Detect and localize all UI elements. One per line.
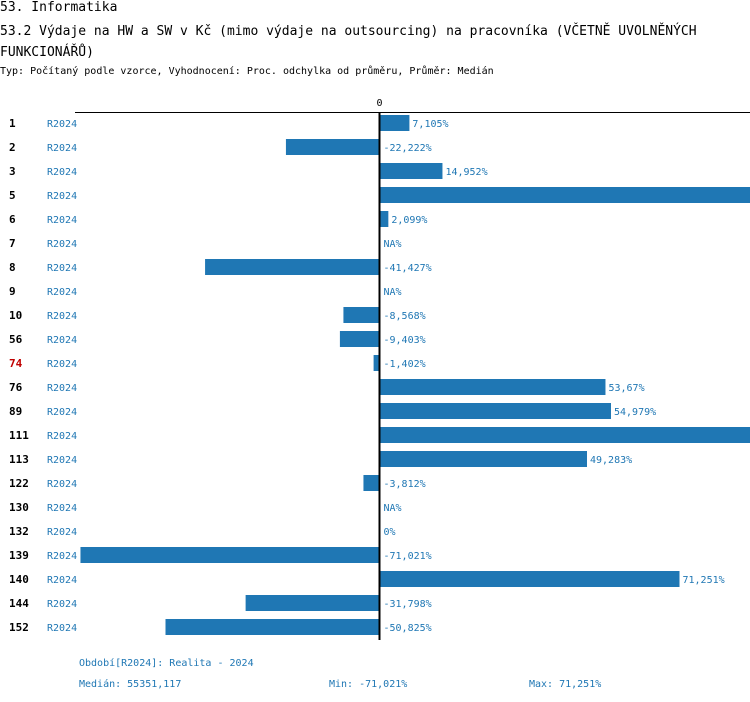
row-series-label: R2024 [47, 479, 77, 490]
bar-value-label: NA% [384, 287, 402, 298]
row-series-label: R2024 [47, 119, 77, 130]
footer-max: Max: 71,251% [529, 679, 602, 690]
row-id-label: 5 [9, 189, 16, 202]
row-series-label: R2024 [47, 431, 77, 442]
chart-parameters: Typ: Počítaný podle vzorce, Vyhodnocení:… [0, 66, 494, 77]
row-series-label: R2024 [47, 239, 77, 250]
row-series-label: R2024 [47, 287, 77, 298]
bar-value-label: 71,251% [683, 575, 725, 586]
bar [343, 307, 380, 323]
footer-median: Medián: 55351,117 [79, 679, 182, 690]
bar [379, 187, 750, 203]
row-series-label: R2024 [47, 623, 77, 634]
bar-value-label: NA% [384, 239, 402, 250]
bar-value-label: 54,979% [614, 407, 656, 418]
row-series-label: R2024 [47, 215, 77, 226]
row-id-label: 3 [9, 165, 16, 178]
bar [80, 547, 380, 563]
bar [245, 595, 380, 611]
row-id-label: 76 [9, 381, 23, 394]
bar-value-label: 53,67% [608, 383, 644, 394]
row-id-label: 144 [9, 597, 29, 610]
bar-value-label: -31,798% [384, 599, 432, 610]
bar [379, 403, 611, 419]
bar-value-label: -1,402% [384, 359, 426, 370]
row-series-label: R2024 [47, 359, 77, 370]
row-id-label: 10 [9, 309, 22, 322]
bar [379, 427, 750, 443]
row-series-label: R2024 [47, 335, 77, 346]
row-id-label: 139 [9, 549, 29, 562]
bar [379, 451, 588, 467]
bar-value-label: -41,427% [384, 263, 432, 274]
row-id-label: 6 [9, 213, 16, 226]
bar [363, 475, 380, 491]
bar [379, 571, 680, 587]
row-id-label: 7 [9, 237, 16, 250]
bar [205, 259, 380, 275]
row-id-label: 122 [9, 477, 29, 490]
row-series-label: R2024 [47, 143, 77, 154]
bar [379, 211, 389, 227]
row-series-label: R2024 [47, 311, 77, 322]
row-series-label: R2024 [47, 599, 77, 610]
bar [373, 355, 380, 371]
row-series-label: R2024 [47, 383, 77, 394]
row-series-label: R2024 [47, 167, 77, 178]
row-series-label: R2024 [47, 527, 77, 538]
bar-value-label: -8,568% [384, 311, 426, 322]
bar-value-label: 49,283% [590, 455, 632, 466]
bar [379, 379, 606, 395]
bar-value-label: -71,021% [384, 551, 432, 562]
row-id-label: 1 [9, 117, 16, 130]
bar-value-label: -9,403% [384, 335, 426, 346]
row-series-label: R2024 [47, 191, 77, 202]
footer-period: Období[R2024]: Realita - 2024 [79, 658, 254, 669]
row-series-label: R2024 [47, 263, 77, 274]
chart-title: 53. Informatika [0, 0, 118, 15]
bar-value-label: -3,812% [384, 479, 426, 490]
footer-min: Min: -71,021% [329, 679, 408, 690]
row-series-label: R2024 [47, 503, 77, 514]
bar [379, 163, 443, 179]
bar [379, 115, 410, 131]
row-id-label: 111 [9, 429, 29, 442]
bar-value-label: -22,222% [384, 143, 432, 154]
row-id-label: 152 [9, 621, 29, 634]
bar-value-label: 0% [384, 527, 396, 538]
row-series-label: R2024 [47, 575, 77, 586]
bar-value-label: NA% [384, 503, 402, 514]
row-series-label: R2024 [47, 455, 77, 466]
row-series-label: R2024 [47, 551, 77, 562]
row-id-label: 132 [9, 525, 29, 538]
row-id-label: 8 [9, 261, 16, 274]
bar-value-label: -50,825% [384, 623, 432, 634]
zero-tick-label: 0 [376, 98, 382, 109]
bar-value-label: 2,099% [391, 215, 427, 226]
row-id-label: 130 [9, 501, 29, 514]
row-id-label: 74 [9, 357, 23, 370]
row-id-label: 2 [9, 141, 16, 154]
row-id-label: 9 [9, 285, 16, 298]
bar [285, 139, 380, 155]
chart-subtitle: 53.2 Výdaje na HW a SW v Kč (mimo výdaje… [0, 24, 697, 60]
row-id-label: 140 [9, 573, 29, 586]
bar [165, 619, 380, 635]
row-series-label: R2024 [47, 407, 77, 418]
bar-value-label: 14,952% [445, 167, 487, 178]
row-id-label: 56 [9, 333, 23, 346]
row-id-label: 113 [9, 453, 29, 466]
row-id-label: 89 [9, 405, 22, 418]
bar-value-label: 7,105% [412, 119, 448, 130]
bar [339, 331, 380, 347]
